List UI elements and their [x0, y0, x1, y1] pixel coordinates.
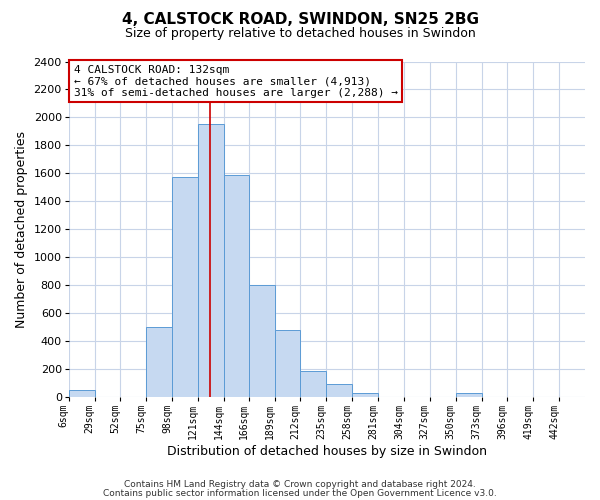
Y-axis label: Number of detached properties: Number of detached properties	[15, 130, 28, 328]
Bar	[172, 176, 198, 397]
Bar	[275, 330, 301, 397]
X-axis label: Distribution of detached houses by size in Swindon: Distribution of detached houses by size …	[167, 444, 487, 458]
Bar	[146, 327, 172, 397]
Text: Contains public sector information licensed under the Open Government Licence v3: Contains public sector information licen…	[103, 488, 497, 498]
Bar	[198, 124, 224, 397]
Bar	[249, 285, 275, 397]
Bar	[301, 371, 326, 397]
Text: 4 CALSTOCK ROAD: 132sqm
← 67% of detached houses are smaller (4,913)
31% of semi: 4 CALSTOCK ROAD: 132sqm ← 67% of detache…	[74, 65, 398, 98]
Text: Size of property relative to detached houses in Swindon: Size of property relative to detached ho…	[125, 28, 475, 40]
Bar	[326, 384, 352, 397]
Bar	[69, 390, 95, 397]
Bar	[224, 174, 249, 397]
Text: 4, CALSTOCK ROAD, SWINDON, SN25 2BG: 4, CALSTOCK ROAD, SWINDON, SN25 2BG	[121, 12, 479, 28]
Text: Contains HM Land Registry data © Crown copyright and database right 2024.: Contains HM Land Registry data © Crown c…	[124, 480, 476, 489]
Bar	[455, 394, 482, 397]
Bar	[352, 392, 378, 397]
